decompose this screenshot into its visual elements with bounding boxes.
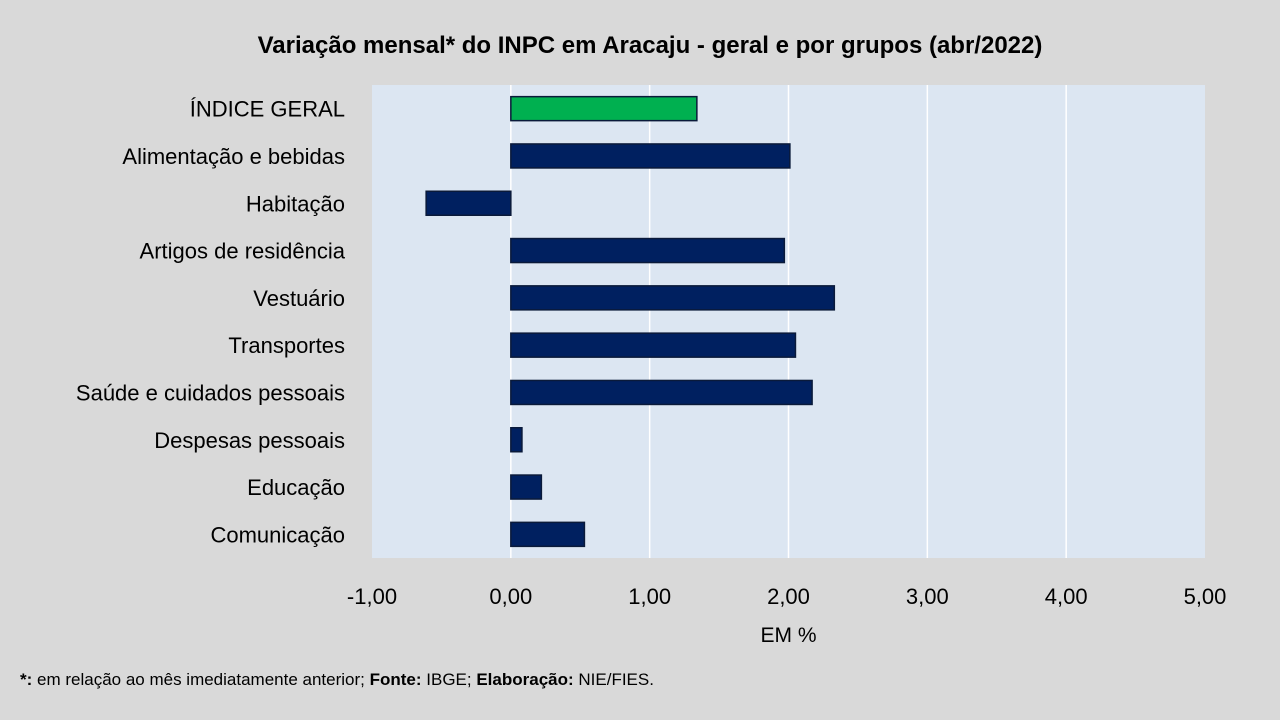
x-axis-label: EM % [760,624,816,647]
source-label: Fonte: [369,670,422,689]
category-label: Saúde e cuidados pessoais [76,380,345,405]
category-label: Educação [247,475,345,500]
x-tick-label: 5,00 [1184,584,1227,609]
category-label: Vestuário [253,286,345,311]
elaboration-label: Elaboração: [476,670,574,689]
x-tick-label: 2,00 [767,584,810,609]
footnote: *: em relação ao mês imediatamente anter… [20,670,654,690]
footnote-text: em relação ao mês imediatamente anterior… [32,670,370,689]
bar [510,427,523,453]
source: IBGE; [421,670,477,689]
x-tick-label: 3,00 [906,584,949,609]
bar [510,285,836,311]
footnote-star: *: [20,670,33,689]
category-label: Artigos de residência [140,239,346,264]
bar [510,237,786,264]
category-label: Comunicação [210,522,345,547]
bar [510,474,543,500]
category-label: ÍNDICE GERAL [190,97,345,122]
category-label: Despesas pessoais [154,428,345,453]
category-label: Alimentação e bebidas [122,144,345,169]
bar [425,190,512,216]
x-tick-label: 1,00 [628,584,671,609]
bar [510,95,698,122]
x-tick-label: 4,00 [1045,584,1088,609]
x-tick-label: 0,00 [489,584,532,609]
bar [510,521,586,548]
category-label: Habitação [246,191,345,216]
bar [510,143,791,169]
bar [510,379,813,406]
elaboration: NIE/FIES. [573,670,654,689]
x-tick-label: -1,00 [347,584,397,609]
chart-title: Variação mensal* do INPC em Aracaju - ge… [257,32,1043,59]
bar [510,332,797,358]
category-label: Transportes [228,333,345,358]
